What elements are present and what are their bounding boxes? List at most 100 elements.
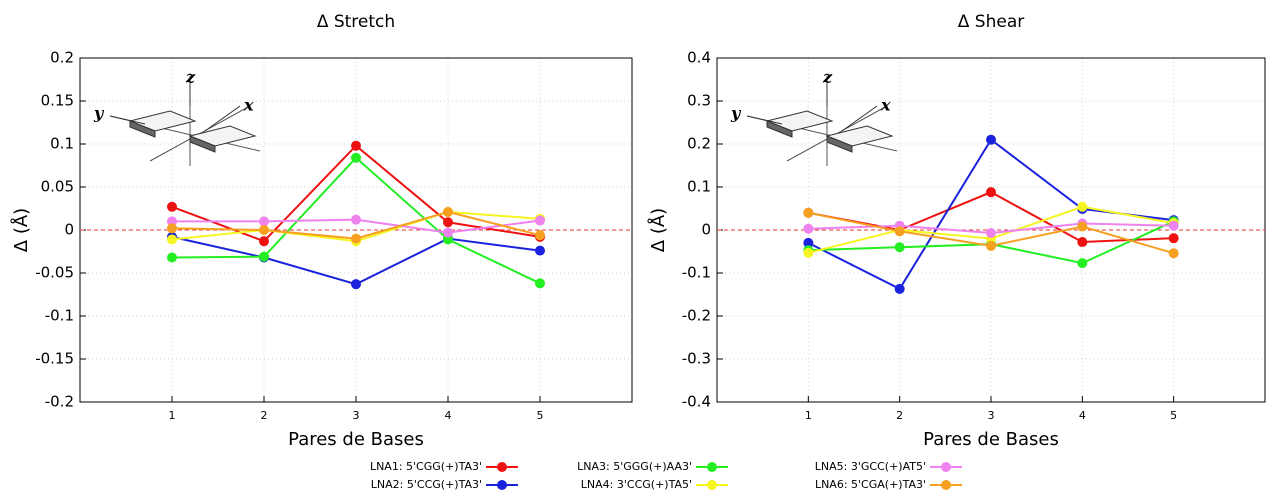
- legend-swatch: [497, 462, 507, 472]
- legend-swatch: [707, 480, 717, 490]
- inset-label: x: [243, 96, 254, 115]
- legend-label: LNA1: 5'CGG(+)TA3': [370, 460, 482, 473]
- inset-arrow: [109, 115, 146, 125]
- legend-label: LNA2: 5'CCG(+)TA3': [371, 478, 482, 491]
- data-point: [535, 245, 545, 256]
- data-point: [894, 226, 905, 237]
- data-point: [1168, 220, 1179, 231]
- data-point: [1077, 237, 1088, 248]
- y-tick-label: -0.2: [682, 307, 711, 325]
- data-point: [1077, 201, 1088, 212]
- legend-swatch: [941, 462, 951, 472]
- y-tick-label: -0.1: [682, 264, 711, 282]
- x-tick-label: 2: [896, 409, 903, 422]
- inset-label: z: [185, 68, 196, 87]
- data-point: [443, 227, 453, 238]
- y-tick-label: 0.4: [687, 49, 711, 67]
- legend-label: LNA3: 5'GGG(+)AA3': [577, 460, 692, 473]
- y-tick-label: -0.15: [35, 350, 74, 368]
- y-tick-label: -0.05: [35, 264, 74, 282]
- chart-panel: 0.4 0.3 0.2 0.1 0 -0.1 -0.2 -0.3 -0.4 1 2 3 4 5 z x y Δ S…: [647, 12, 1266, 450]
- data-point: [986, 187, 996, 198]
- y-tick-label: 0.15: [41, 92, 74, 110]
- data-point: [535, 278, 545, 289]
- data-point: [535, 230, 545, 241]
- data-point: [259, 236, 269, 247]
- inset-arrow: [746, 115, 783, 125]
- y-tick-label: 0.3: [687, 92, 711, 110]
- y-tick-label: 0: [64, 221, 74, 239]
- data-point: [986, 134, 996, 145]
- x-axis-label: Pares de Bases: [288, 429, 424, 450]
- data-point: [803, 237, 814, 248]
- x-tick-label: 1: [805, 409, 812, 422]
- data-point: [986, 228, 996, 239]
- chart-title: Δ Shear: [958, 12, 1024, 32]
- legend-swatch: [707, 462, 717, 472]
- data-point: [351, 214, 361, 225]
- data-point: [1168, 248, 1179, 259]
- slab-side: [129, 120, 156, 138]
- data-point: [351, 140, 361, 151]
- data-point: [351, 233, 361, 244]
- data-point: [167, 252, 177, 263]
- data-point: [167, 201, 177, 212]
- x-tick-label: 5: [537, 409, 544, 422]
- legend-label: LNA4: 3'CCG(+)TA5': [581, 478, 692, 491]
- data-point: [803, 247, 814, 258]
- data-point: [803, 223, 814, 234]
- y-tick-label: -0.4: [682, 393, 711, 411]
- data-point: [894, 242, 905, 253]
- legend-label: LNA6: 5'CGA(+)TA3': [815, 478, 926, 491]
- inset-label: x: [880, 96, 891, 115]
- x-tick-label: 3: [353, 409, 360, 422]
- legend-swatch: [497, 480, 507, 490]
- data-point: [1077, 258, 1088, 269]
- inset-arrow: [204, 105, 241, 132]
- x-tick-label: 2: [261, 409, 268, 422]
- y-tick-label: -0.1: [45, 307, 74, 325]
- data-point: [351, 152, 361, 163]
- data-point: [986, 240, 996, 251]
- data-point: [894, 283, 905, 294]
- y-tick-label: 0.2: [687, 135, 711, 153]
- y-tick-label: 0.1: [687, 178, 711, 196]
- x-tick-label: 4: [1079, 409, 1086, 422]
- data-point: [351, 279, 361, 290]
- data-point: [259, 225, 269, 235]
- y-tick-label: 0.2: [50, 49, 74, 67]
- data-point: [1077, 221, 1088, 232]
- data-point: [443, 234, 453, 245]
- data-point: [167, 223, 177, 234]
- inset-label: z: [822, 68, 833, 87]
- inset-label: y: [730, 104, 742, 123]
- x-tick-label: 3: [988, 409, 995, 422]
- x-axis-label: Pares de Bases: [923, 429, 1059, 450]
- data-point: [167, 234, 177, 245]
- data-point: [803, 207, 814, 218]
- x-tick-label: 1: [169, 409, 176, 422]
- x-tick-label: 4: [445, 409, 452, 422]
- y-tick-label: 0.1: [50, 135, 74, 153]
- y-tick-label: 0.05: [41, 178, 74, 196]
- legend-label: LNA5: 3'GCC(+)AT5': [815, 460, 926, 473]
- data-point: [443, 206, 453, 217]
- inset-label: y: [93, 104, 105, 123]
- y-tick-label: -0.2: [45, 393, 74, 411]
- chart-title: Δ Stretch: [317, 12, 395, 32]
- legend-swatch: [941, 480, 951, 490]
- chart-panel: 0.2 0.15 0.1 0.05 0 -0.05 -0.1 -0.15 -0.2 1 2 3 4 5 z x…: [10, 12, 633, 450]
- slab-side: [766, 120, 793, 138]
- y-axis-label: Δ (Å): [10, 208, 32, 252]
- data-point: [167, 216, 177, 227]
- slab-side: [826, 135, 853, 153]
- slab-side: [189, 135, 216, 153]
- y-axis-label: Δ (Å): [647, 208, 669, 252]
- data-point: [259, 216, 269, 227]
- inset-arrow: [841, 105, 878, 132]
- y-tick-label: -0.3: [682, 350, 711, 368]
- legend: LNA1: 5'CGG(+)TA3' LNA2: 5'CCG(+)TA3' LNA3…: [370, 460, 962, 491]
- data-point: [259, 251, 269, 262]
- x-tick-label: 5: [1170, 409, 1177, 422]
